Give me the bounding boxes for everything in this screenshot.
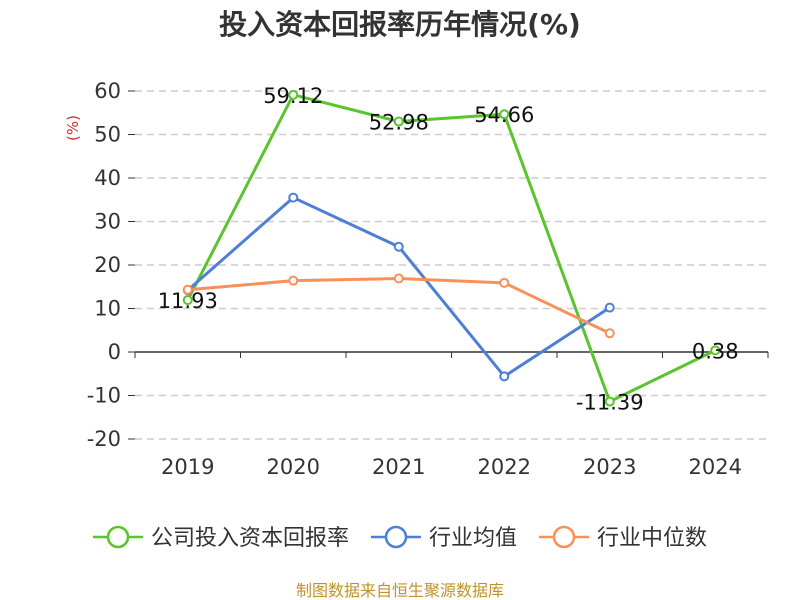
y-axis-label: (%) (64, 115, 82, 141)
y-tick-label: 20 (94, 253, 121, 277)
data-point (604, 302, 615, 313)
series-line (187, 276, 611, 335)
data-point (182, 284, 193, 295)
series-lines (182, 89, 721, 407)
data-point (288, 275, 299, 286)
y-axis-ticks: 60 50 40 30 20 10 0 -10 -20 (87, 79, 135, 451)
x-tick-label: 2020 (267, 455, 320, 479)
y-tick-label: 50 (94, 123, 121, 147)
data-point (710, 345, 721, 356)
data-point (393, 273, 404, 284)
data-label: 59.12 (263, 84, 323, 108)
source-footer: 制图数据来自恒生聚源数据库 (296, 581, 504, 600)
x-tick-label: 2023 (583, 455, 636, 479)
x-axis (134, 351, 769, 358)
data-label: -11.39 (576, 391, 644, 415)
x-tick-label: 2019 (161, 455, 214, 479)
data-point (499, 109, 510, 120)
data-labels: 11.93 59.12 52.98 54.66 -11.39 0.38 (158, 84, 739, 415)
data-point (499, 371, 510, 382)
legend-label: 公司投入资本回报率 (151, 526, 349, 551)
y-tick-label: 30 (94, 210, 121, 234)
legend-marker-icon (106, 525, 130, 549)
data-point (393, 116, 404, 127)
x-tick-label: 2024 (689, 455, 742, 479)
x-axis-ticks: 2019 2020 2021 2022 2023 2024 (161, 455, 742, 479)
data-point (288, 89, 299, 100)
x-tick-label: 2021 (372, 455, 425, 479)
data-label: 11.93 (158, 289, 218, 313)
legend-label: 行业中位数 (597, 526, 707, 551)
legend-marker-icon (552, 525, 576, 549)
chart-title: 投入资本回报率历年情况(%) (219, 8, 581, 41)
series-line (186, 93, 716, 404)
series-line (186, 196, 611, 378)
legend-marker-icon (384, 525, 408, 549)
data-point (182, 295, 193, 306)
y-tick-label: 10 (94, 297, 121, 321)
data-point (288, 192, 299, 203)
legend: 公司投入资本回报率 行业均值 行业中位数 (93, 525, 707, 551)
legend-label: 行业均值 (429, 526, 517, 551)
y-tick-label: -10 (87, 384, 121, 408)
data-label: 54.66 (474, 103, 534, 127)
data-point (604, 396, 615, 407)
data-label: 0.38 (692, 339, 739, 363)
y-tick-label: 40 (94, 166, 121, 190)
data-point (499, 277, 510, 288)
data-label: 52.98 (369, 111, 429, 135)
data-point (604, 328, 615, 339)
data-point (393, 241, 404, 252)
y-tick-label: 0 (108, 340, 121, 364)
grid-lines (135, 90, 768, 440)
y-tick-label: 60 (94, 79, 121, 103)
y-tick-label: -20 (87, 427, 121, 451)
x-tick-label: 2022 (478, 455, 531, 479)
